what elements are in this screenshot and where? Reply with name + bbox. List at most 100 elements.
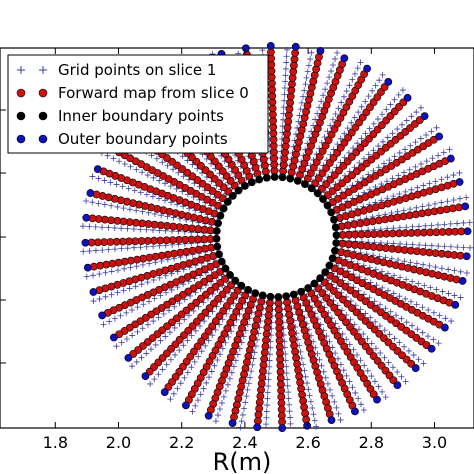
grid-point-marker — [442, 315, 449, 322]
grid-point-marker — [99, 247, 106, 254]
grid-point-marker — [106, 318, 113, 325]
grid-point-marker — [316, 356, 323, 363]
grid-point-marker — [184, 337, 191, 344]
grid-point-marker — [435, 243, 442, 250]
grid-point-marker — [114, 289, 121, 296]
grid-point-marker — [150, 174, 157, 181]
grid-point-marker — [113, 343, 120, 350]
grid-point-marker — [95, 175, 102, 182]
grid-point-marker — [308, 49, 315, 56]
inner-boundary-point — [289, 290, 298, 299]
grid-point-marker — [157, 292, 164, 299]
grid-point-marker — [101, 201, 108, 208]
grid-point-marker — [349, 384, 356, 391]
grid-point-marker — [265, 382, 272, 389]
grid-point-marker — [350, 346, 357, 353]
grid-point-marker — [429, 155, 436, 162]
grid-point-marker — [114, 203, 121, 210]
grid-point-marker — [92, 223, 99, 230]
grid-point-marker — [80, 248, 87, 255]
outer-boundary-point — [463, 227, 472, 236]
grid-point-marker — [217, 351, 224, 358]
grid-point-marker — [432, 178, 439, 185]
legend-entry: Outer boundary points — [16, 130, 228, 148]
grid-point-marker — [133, 358, 140, 365]
grid-point-marker — [144, 279, 151, 286]
grid-point-marker — [352, 389, 359, 396]
grid-point-marker — [287, 414, 294, 421]
legend-marker-plus — [39, 66, 47, 74]
grid-point-marker — [419, 304, 426, 311]
grid-point-marker — [352, 70, 359, 77]
grid-point-marker — [438, 176, 445, 183]
grid-point-marker — [360, 330, 367, 337]
inner-boundary-point — [293, 176, 302, 185]
grid-point-marker — [212, 418, 219, 425]
inner-boundary-point — [286, 174, 295, 183]
grid-point-marker — [263, 408, 270, 415]
inner-boundary-point — [331, 223, 340, 232]
grid-point-marker — [139, 208, 146, 215]
grid-point-marker — [264, 395, 271, 402]
grid-point-marker — [357, 59, 364, 66]
grid-point-marker — [386, 331, 393, 338]
inner-boundary-point — [226, 271, 234, 279]
grid-point-marker — [320, 368, 327, 375]
grid-point-marker — [346, 378, 353, 385]
grid-point-marker — [313, 423, 320, 430]
grid-point-marker — [393, 312, 400, 319]
grid-point-marker — [413, 301, 420, 308]
grid-point-marker — [79, 223, 86, 230]
grid-point-marker — [120, 205, 127, 212]
inner-boundary-point — [247, 178, 256, 187]
grid-point-marker — [412, 163, 419, 170]
grid-point-marker — [102, 293, 109, 300]
grid-point-marker — [333, 404, 340, 411]
grid-point-marker — [422, 222, 429, 229]
inner-boundary-point — [323, 201, 332, 210]
grid-point-marker — [362, 130, 369, 137]
grid-point-marker — [402, 146, 409, 153]
grid-point-marker — [110, 155, 117, 162]
grid-point-marker — [281, 91, 288, 98]
grid-point-marker — [344, 125, 351, 132]
grid-point-marker — [237, 424, 244, 431]
grid-point-marker — [107, 179, 114, 186]
grid-point-marker — [351, 114, 358, 121]
grid-point-marker — [171, 324, 178, 331]
grid-point-marker — [108, 268, 115, 275]
grid-point-marker — [241, 405, 248, 412]
outer-boundary-point — [435, 132, 444, 141]
grid-point-marker — [403, 319, 410, 326]
grid-point-marker — [192, 402, 199, 409]
x-tick-label: 2.8 — [359, 433, 384, 452]
grid-point-marker — [284, 376, 291, 383]
grid-point-marker — [101, 177, 108, 184]
grid-point-marker — [300, 361, 307, 368]
grid-point-marker — [314, 110, 321, 117]
grid-point-marker — [163, 361, 170, 368]
grid-point-marker — [409, 223, 416, 230]
grid-point-marker — [149, 193, 156, 200]
grid-point-marker — [284, 382, 291, 389]
outer-boundary-point — [351, 407, 359, 416]
grid-point-marker — [391, 335, 398, 342]
grid-point-marker — [134, 328, 141, 335]
grid-point-marker — [398, 121, 405, 128]
grid-point-marker — [285, 389, 292, 396]
grid-point-marker — [250, 355, 257, 362]
grid-point-marker — [381, 354, 388, 361]
grid-point-marker — [407, 142, 414, 149]
inner-boundary-point — [219, 204, 228, 213]
x-tick-label: 2.2 — [169, 433, 194, 452]
grid-point-marker — [200, 385, 207, 392]
grid-point-marker — [111, 224, 118, 231]
inner-boundary-point — [319, 195, 327, 203]
grid-point-marker — [118, 339, 125, 346]
grid-point-marker — [372, 318, 379, 325]
grid-point-marker — [382, 305, 389, 312]
grid-point-marker — [425, 333, 432, 340]
grid-point-marker — [114, 267, 121, 274]
grid-point-marker — [322, 374, 329, 381]
